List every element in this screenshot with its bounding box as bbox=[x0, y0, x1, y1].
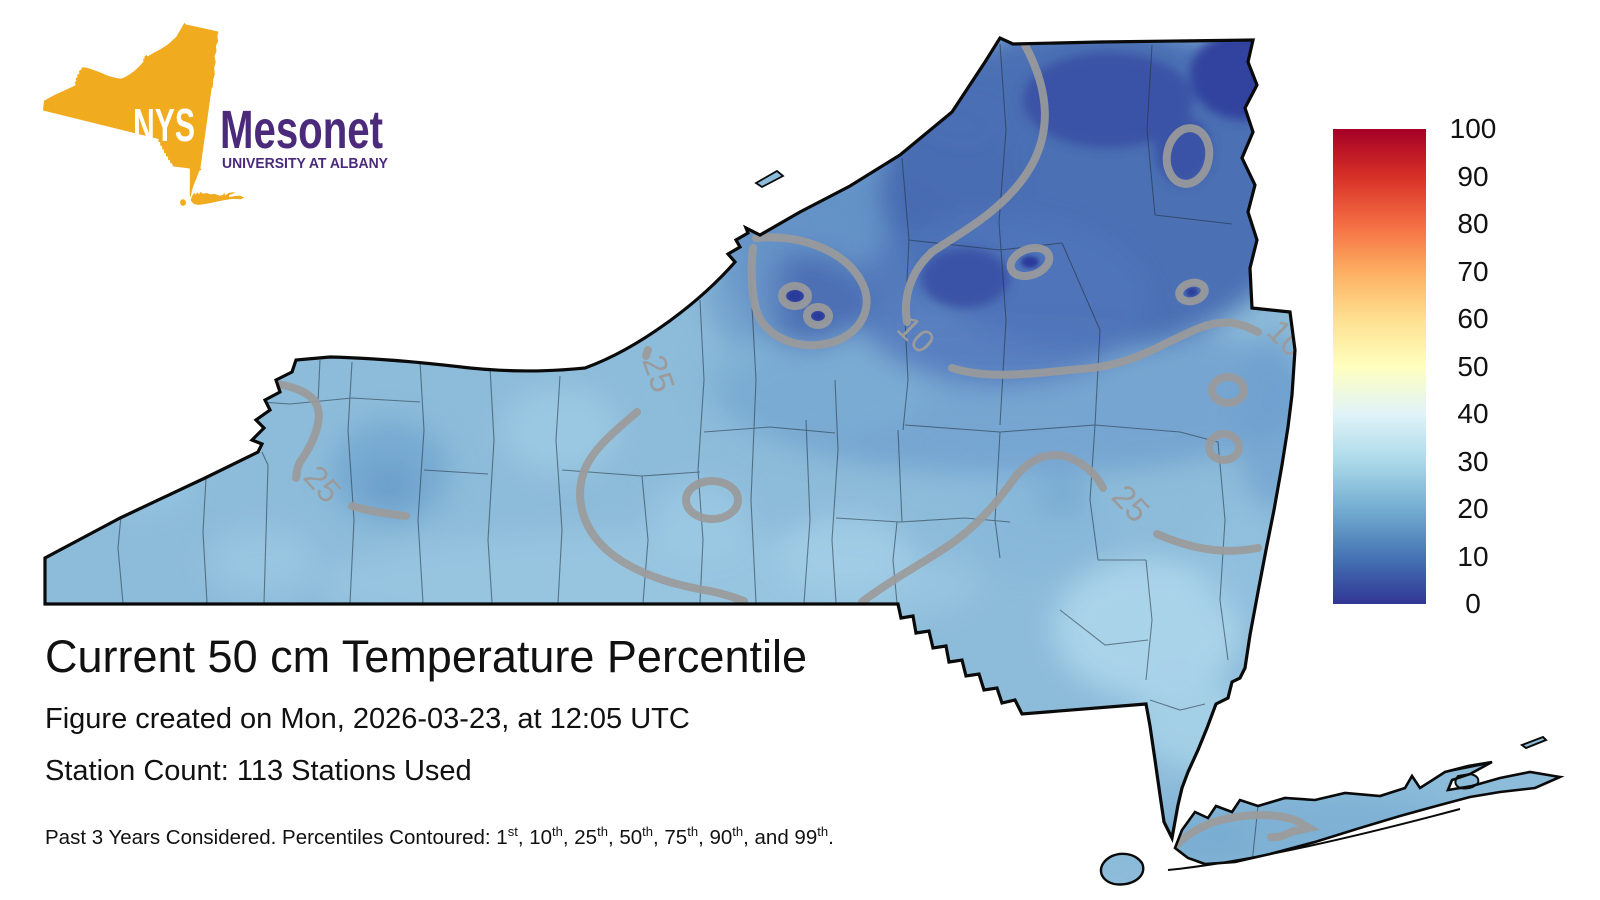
logo-slash bbox=[200, 87, 226, 171]
colorbar-tick: 30 bbox=[1457, 445, 1489, 477]
footnote-prefix: Past 3 Years Considered. Percentiles Con… bbox=[45, 826, 497, 849]
footnote-line: Past 3 Years Considered. Percentiles Con… bbox=[45, 824, 834, 849]
logo-ny-shape bbox=[37, 0, 225, 202]
barrier-islands bbox=[1167, 808, 1461, 871]
nys-mesonet-logo: NYS Mesonet UNIVERSITY AT ALBANY bbox=[37, 0, 388, 217]
galop-island bbox=[754, 169, 785, 189]
figure-title: Current 50 cm Temperature Percentile bbox=[45, 631, 808, 682]
colorbar-tick: 50 bbox=[1457, 350, 1489, 382]
colorbar-tick: 70 bbox=[1457, 255, 1489, 287]
colorbar-tick: 100 bbox=[1449, 113, 1497, 144]
created-timestamp-line: Figure created on Mon, 2026-03-23, at 12… bbox=[45, 703, 690, 735]
colorbar-tick: 80 bbox=[1457, 208, 1489, 239]
state-outline bbox=[43, 36, 1562, 886]
logo-nys-text: NYS bbox=[133, 99, 195, 151]
colorbar-tick: 60 bbox=[1457, 303, 1489, 334]
colorbar-tick: 20 bbox=[1457, 493, 1489, 524]
station-count-line: Station Count: 113 Stations Used bbox=[45, 755, 472, 787]
colorbar-tick: 90 bbox=[1457, 160, 1489, 192]
logo-university-text: UNIVERSITY AT ALBANY bbox=[222, 156, 388, 172]
colorbar-gradient bbox=[1333, 129, 1426, 604]
colorbar-tick: 40 bbox=[1457, 398, 1489, 429]
colorbar-tick: 0 bbox=[1465, 588, 1481, 619]
colorbar-tick: 10 bbox=[1457, 540, 1489, 572]
logo-mesonet-text: Mesonet bbox=[220, 100, 383, 160]
county-boundaries bbox=[117, 43, 1259, 864]
contour-lines bbox=[191, 41, 1320, 865]
